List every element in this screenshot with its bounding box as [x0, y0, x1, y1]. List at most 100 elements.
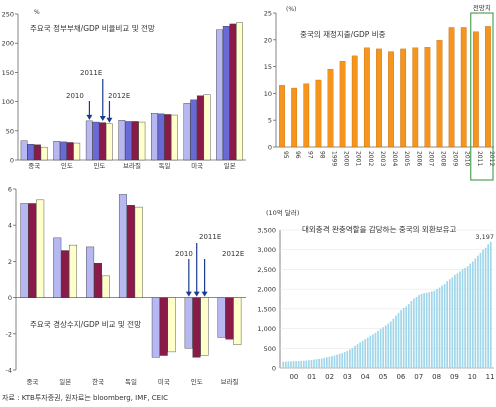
reserve-bar	[448, 279, 451, 368]
current-account-bar	[36, 199, 45, 298]
fiscal-bar	[424, 47, 431, 148]
category-label: 인도	[93, 161, 105, 170]
reserve-bar	[331, 356, 333, 368]
reserve-bar	[349, 349, 351, 368]
reserve-bar	[407, 304, 410, 368]
fiscal-bar	[448, 27, 455, 148]
debt-bar	[222, 26, 230, 161]
fiscal-bar	[327, 69, 334, 148]
reserve-bar	[382, 327, 384, 368]
reserve-bar	[343, 352, 346, 368]
reserve-bar	[315, 359, 318, 368]
y-tick-label: 5	[268, 117, 272, 125]
projection-label: 전망치	[473, 3, 491, 12]
fiscal-bar	[351, 55, 358, 148]
annotation-2011e: 2011E	[80, 69, 102, 77]
reserve-bar	[318, 358, 320, 368]
current-account-bar	[225, 297, 234, 340]
reserve-bar	[397, 312, 400, 368]
year-label: 06	[396, 373, 405, 381]
debt-bar	[40, 146, 48, 161]
reserve-bar	[387, 323, 390, 368]
reserve-bar	[297, 360, 300, 368]
reserve-bar	[477, 255, 479, 368]
reserve-bar	[325, 357, 328, 368]
current-account-bar	[118, 194, 127, 298]
year-label: 2005	[403, 151, 410, 166]
category-label: 브라질	[123, 161, 141, 170]
reserve-bar	[390, 321, 392, 368]
reserve-bar	[464, 267, 466, 368]
debt-bar	[73, 142, 81, 161]
current-account-bar	[101, 275, 110, 298]
reserve-bar	[410, 300, 413, 368]
debt-bar	[20, 140, 28, 161]
debt-bar	[229, 23, 237, 161]
current-account-bar	[159, 297, 168, 356]
current-account-bar	[20, 203, 29, 298]
y-tick-label: 200	[2, 40, 14, 48]
current-account-bar	[167, 297, 176, 353]
reserve-bar	[425, 292, 428, 368]
category-label: 인도	[191, 377, 203, 386]
category-label: 미국	[158, 377, 170, 386]
reserve-bar	[438, 287, 441, 368]
y-unit: (10억 달러)	[266, 208, 299, 217]
china-fiscal-spending-chart: 0 5 10 15 20 25 (%) 95 96 97 98 1999 2000 2001 2002 200…	[264, 3, 495, 181]
annotation-2012e: 2012E	[108, 92, 130, 100]
reserve-bar	[285, 361, 287, 368]
reserve-bar	[395, 315, 397, 368]
debt-bar	[59, 141, 67, 161]
year-label: 10	[468, 373, 477, 381]
reserve-bar	[377, 330, 379, 368]
debt-bar	[171, 114, 178, 161]
year-label: 2012	[488, 151, 495, 166]
reserve-bar	[466, 266, 469, 368]
reserve-bar	[433, 290, 436, 368]
debt-bar	[53, 141, 61, 161]
y-tick-label: 3,000	[257, 246, 276, 254]
debt-bar	[196, 95, 204, 161]
debt-bar	[118, 120, 126, 161]
reserve-bar	[430, 291, 433, 368]
reserve-bar	[479, 252, 482, 368]
debt-bar	[131, 121, 139, 161]
year-label: 2003	[379, 151, 386, 166]
reserve-bar	[471, 261, 474, 368]
category-label: 일본	[224, 161, 236, 170]
y-tick-label: 10	[264, 90, 272, 98]
category-label: 인도	[61, 161, 73, 170]
year-label: 00	[289, 373, 298, 381]
y-tick-label: 3,500	[257, 227, 276, 235]
y-tick-label: -4	[6, 367, 12, 375]
y-tick-label: 2,500	[257, 266, 276, 274]
reserve-bar	[413, 298, 415, 368]
current-account-bar	[93, 263, 102, 298]
debt-bar	[99, 122, 107, 161]
year-label: 2007	[427, 151, 434, 166]
reserve-bar	[454, 274, 456, 368]
current-account-bar	[192, 297, 201, 358]
reserve-bar	[361, 340, 364, 368]
y-tick-label: 50	[6, 127, 14, 135]
chart-title: 주요국 경상수지/GDP 비교 및 전망	[30, 319, 141, 329]
current-account-bar	[86, 246, 95, 298]
reserve-bar	[482, 249, 484, 368]
reserve-bar	[359, 342, 361, 368]
debt-bar	[66, 142, 74, 161]
debt-bar	[190, 99, 198, 161]
year-label: 08	[432, 373, 441, 381]
reserve-bar	[484, 247, 487, 368]
fiscal-bar	[339, 61, 346, 148]
source-note: 자료 : KTB투자증권, 원자료는 bloomberg, IMF, CEIC	[2, 394, 169, 402]
current-account-bar	[53, 237, 62, 298]
current-account-bar	[151, 297, 160, 358]
reserve-bar	[313, 359, 315, 368]
current-account-bar	[126, 205, 135, 298]
reserve-bar	[392, 318, 395, 368]
reserve-bar	[351, 347, 354, 368]
annotation-2012e: 2012E	[222, 250, 244, 258]
annotation-2011e: 2011E	[199, 233, 221, 241]
